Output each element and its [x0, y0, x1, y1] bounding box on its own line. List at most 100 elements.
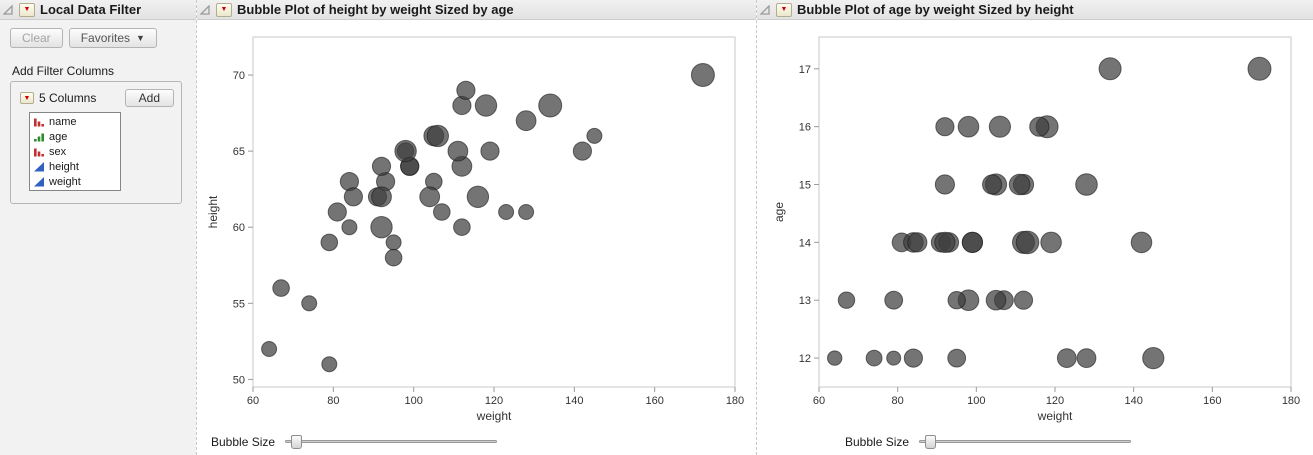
slider-track[interactable]: [285, 440, 498, 443]
bubble-point[interactable]: [515, 110, 537, 132]
bubble-point[interactable]: [934, 174, 955, 195]
panel-title: Local Data Filter: [40, 2, 142, 17]
svg-text:weight: weight: [1037, 409, 1073, 423]
bubble-point[interactable]: [957, 115, 980, 138]
favorites-dropdown-button[interactable]: Favorites ▼: [68, 28, 157, 48]
bubble-point[interactable]: [456, 80, 476, 100]
bubble-point[interactable]: [907, 232, 928, 253]
bubble-point[interactable]: [480, 141, 500, 161]
bubble-point[interactable]: [518, 204, 535, 220]
columns-red-triangle-menu-button[interactable]: ▼: [20, 92, 34, 104]
bubble-point[interactable]: [827, 350, 843, 366]
column-list: name age sex: [29, 112, 121, 191]
red-triangle-menu-button[interactable]: ▼: [19, 2, 35, 17]
bubble-point[interactable]: [474, 94, 498, 117]
bubble-point[interactable]: [886, 350, 902, 366]
outline-disclosure-icon[interactable]: [2, 4, 14, 16]
bubble-plot-canvas[interactable]: 60 80 100 120 140 160 180 12 13 14 15 16 17 weight age: [763, 23, 1303, 431]
bubble-point[interactable]: [1056, 348, 1077, 369]
bubble-point[interactable]: [327, 202, 347, 222]
slider-thumb[interactable]: [925, 435, 937, 449]
column-name-label: name: [49, 115, 77, 128]
svg-text:180: 180: [726, 395, 744, 407]
chevron-down-icon: ▼: [136, 33, 145, 43]
bubble-point[interactable]: [341, 219, 358, 236]
bubble-point[interactable]: [1130, 231, 1153, 254]
bubble-point[interactable]: [272, 279, 290, 297]
bubble-point[interactable]: [988, 115, 1011, 138]
bubble-point[interactable]: [690, 63, 715, 87]
column-item-name[interactable]: name: [31, 114, 119, 129]
bubble-point[interactable]: [419, 186, 441, 208]
bubble-point[interactable]: [1029, 116, 1050, 137]
bubble-point[interactable]: [498, 204, 515, 220]
bubble-point[interactable]: [1013, 290, 1034, 310]
bubble-point[interactable]: [371, 186, 392, 208]
column-item-age[interactable]: age: [31, 129, 119, 144]
add-button[interactable]: Add: [124, 89, 174, 107]
bubble-point[interactable]: [320, 233, 339, 252]
column-item-height[interactable]: height: [31, 159, 119, 174]
bubble-point[interactable]: [301, 295, 318, 312]
svg-text:weight: weight: [476, 409, 512, 423]
outline-disclosure-icon[interactable]: [199, 4, 211, 16]
svg-text:140: 140: [565, 395, 583, 407]
bubble-point[interactable]: [447, 140, 469, 162]
svg-text:15: 15: [799, 180, 811, 192]
bubble-point[interactable]: [426, 124, 450, 148]
svg-text:60: 60: [247, 395, 259, 407]
bubble-point[interactable]: [985, 289, 1007, 311]
bubble-point[interactable]: [371, 156, 392, 176]
nominal-column-icon: [33, 116, 45, 128]
panel-title: Bubble Plot of age by weight Sized by he…: [797, 2, 1074, 17]
bubble-point[interactable]: [343, 187, 363, 207]
bubble-point[interactable]: [466, 185, 490, 209]
bubble-point[interactable]: [394, 139, 417, 163]
bubble-point[interactable]: [982, 174, 1003, 195]
bubble-point[interactable]: [837, 291, 856, 309]
bubble-point[interactable]: [572, 141, 592, 161]
bubble-point[interactable]: [865, 349, 883, 367]
bubble-plot-height-header: ▼ Bubble Plot of height by weight Sized …: [197, 0, 756, 20]
bubble-point[interactable]: [1142, 347, 1165, 370]
svg-text:12: 12: [799, 353, 811, 365]
column-name-label: weight: [49, 175, 81, 188]
bubble-point[interactable]: [1015, 230, 1040, 255]
bubble-point[interactable]: [370, 216, 393, 239]
column-item-sex[interactable]: sex: [31, 144, 119, 159]
column-item-weight[interactable]: weight: [31, 174, 119, 189]
bubble-point[interactable]: [384, 248, 403, 267]
bubble-point[interactable]: [385, 234, 402, 251]
bubble-point[interactable]: [1008, 173, 1031, 196]
bubble-point[interactable]: [947, 348, 967, 368]
bubble-point[interactable]: [947, 291, 966, 310]
red-triangle-menu-button[interactable]: ▼: [216, 2, 232, 17]
bubble-point[interactable]: [961, 231, 983, 253]
bubble-size-slider[interactable]: [285, 434, 498, 450]
bubble-point[interactable]: [1247, 56, 1272, 81]
slider-thumb[interactable]: [291, 435, 303, 449]
bubble-point[interactable]: [1098, 57, 1122, 81]
bubble-point[interactable]: [934, 231, 956, 253]
bubble-point[interactable]: [1075, 173, 1098, 196]
red-triangle-menu-button[interactable]: ▼: [776, 2, 792, 17]
outline-disclosure-icon[interactable]: [759, 4, 771, 16]
bubble-point[interactable]: [453, 218, 471, 236]
bubble-size-slider[interactable]: [919, 434, 1132, 450]
bubble-point[interactable]: [884, 290, 904, 310]
bubble-point[interactable]: [1076, 348, 1097, 369]
bubble-point[interactable]: [261, 341, 278, 357]
slider-track[interactable]: [919, 440, 1132, 443]
bubble-size-label: Bubble Size: [211, 435, 276, 449]
bubble-point[interactable]: [433, 203, 451, 221]
clear-button[interactable]: Clear: [10, 28, 63, 48]
local-data-filter-panel: ▼ Local Data Filter Clear Favorites ▼ Ad…: [0, 0, 196, 455]
bubble-point[interactable]: [538, 93, 563, 118]
bubble-point[interactable]: [935, 117, 955, 137]
bubble-point[interactable]: [586, 127, 603, 144]
bubble-point[interactable]: [903, 348, 923, 368]
bubble-plot-canvas[interactable]: 60 80 100 120 140 160 180 50 55 60 65 70 weight heigh…: [197, 23, 747, 431]
bubble-point[interactable]: [1040, 231, 1062, 254]
bubble-point[interactable]: [321, 356, 338, 373]
svg-text:17: 17: [799, 64, 811, 76]
